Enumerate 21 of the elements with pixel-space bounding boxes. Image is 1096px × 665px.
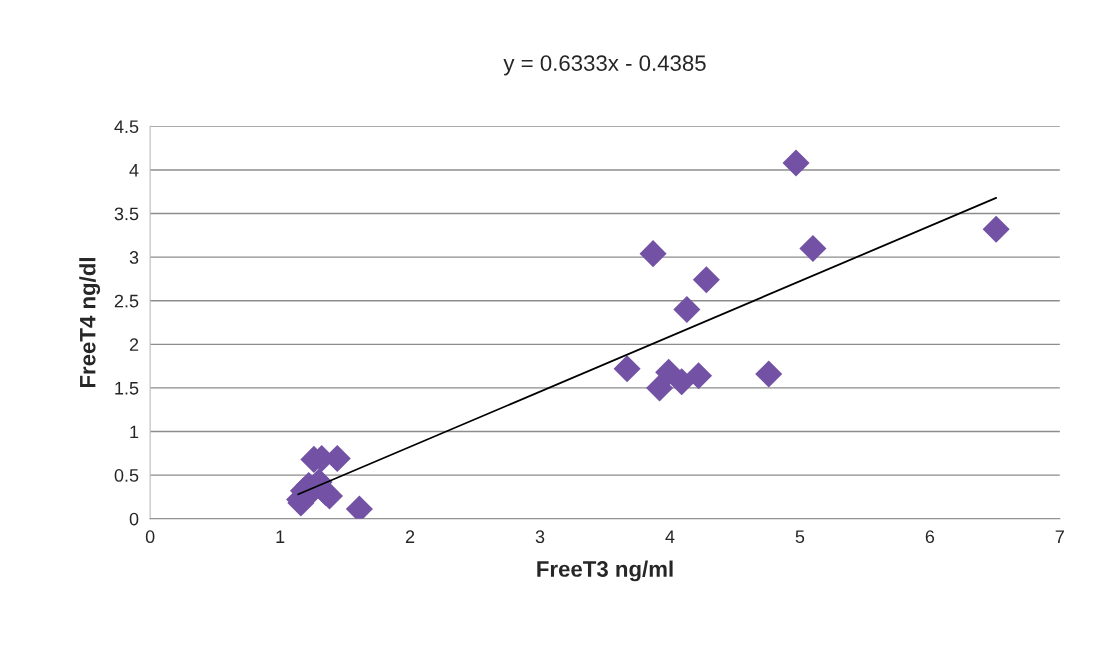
y-tick-label: 2.5 [114, 294, 139, 308]
y-tick-label: 0 [129, 512, 139, 526]
chart-title: y = 0.6333x - 0.4385 [503, 55, 706, 76]
y-axis-title: FreeT4 ng/dl [79, 258, 101, 388]
y-tick-label: 1 [130, 425, 139, 439]
x-tick-label: 6 [925, 530, 935, 544]
y-tick-label: 4.5 [114, 120, 139, 134]
y-tick-label: 3 [129, 251, 139, 264]
x-tick-label: 7 [1055, 530, 1064, 543]
x-tick-label: 0 [145, 530, 155, 544]
y-tick-label: 1.5 [115, 382, 139, 395]
x-axis-title: FreeT3 ng/ml [537, 560, 673, 582]
y-tick-label: 2 [129, 338, 139, 351]
x-tick-label: 5 [795, 530, 805, 544]
x-tick-label: 2 [405, 530, 415, 543]
y-tick-label: 4 [129, 164, 139, 177]
y-tick-label: 3.5 [114, 207, 139, 221]
y-tick-label: 0.5 [114, 469, 139, 482]
x-tick-label: 4 [665, 530, 675, 543]
x-tick-label: 3 [535, 530, 545, 544]
x-tick-label: 1 [276, 530, 285, 543]
